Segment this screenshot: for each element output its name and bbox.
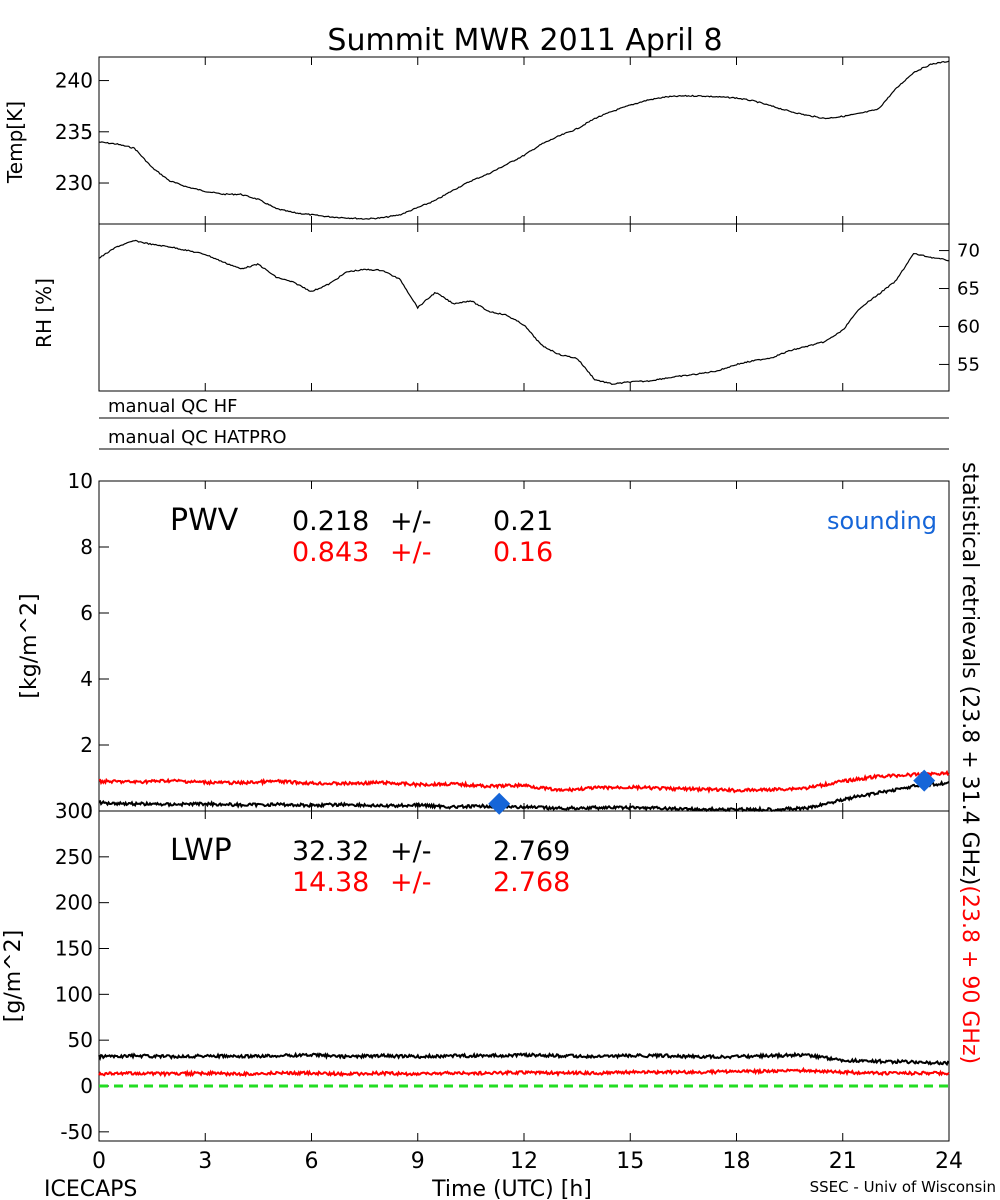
temperature-ylabel: Temp[K] — [3, 101, 27, 184]
rh-ylabel: RH [%] — [32, 278, 56, 348]
chart-marks: 230235240556065700246810-500501001502002… — [55, 57, 980, 1174]
lwp-red-pm: +/- — [390, 867, 431, 898]
pwv-ytick-label: 2 — [80, 733, 93, 757]
footer-center: Time (UTC) [h] — [431, 1177, 592, 1200]
pwv-red-mean: 0.843 — [292, 537, 369, 568]
pwv-ytick-label: 0 — [80, 799, 93, 823]
pwv-red-pm: +/- — [390, 537, 431, 568]
chart-title: Summit MWR 2011 April 8 — [327, 23, 722, 58]
lwp-ylabel: [g/m^2] — [1, 930, 26, 1022]
pwv-black-std: 0.21 — [493, 506, 553, 537]
lwp-title: LWP — [170, 833, 232, 868]
x-tick-label: 0 — [92, 1149, 106, 1174]
qc-hf-label: manual QC HF — [108, 396, 237, 417]
pwv-black-pm: +/- — [390, 506, 431, 537]
lwp-black-series-line — [98, 1051, 950, 1067]
relative-humidity-ytick-label: 70 — [957, 241, 980, 262]
pwv-stat-red: 0.843 +/- 0.16 — [292, 537, 553, 568]
pwv-red-series-line — [98, 769, 950, 794]
qc-hatpro-label: manual QC HATPRO — [108, 427, 287, 448]
x-tick-label: 24 — [935, 1149, 963, 1174]
temperature-ytick-label: 240 — [55, 69, 93, 93]
pwv-black-series-line — [98, 779, 950, 813]
lwp-ytick-label: -50 — [60, 1120, 93, 1144]
x-tick-label: 21 — [829, 1149, 857, 1174]
pwv-ytick-label: 4 — [80, 667, 93, 691]
lwp-black-pm: +/- — [390, 836, 431, 867]
lwp-black-mean: 32.32 — [292, 836, 369, 867]
right-label-black: statistical retrievals (23.8 + 31.4 GHz) — [957, 462, 982, 885]
footer-right: SSEC - Univ of Wisconsin — [810, 1178, 996, 1196]
lwp-stat-black: 32.32 +/- 2.769 — [292, 836, 570, 867]
temperature-ytick-label: 235 — [55, 120, 93, 144]
lwp-black-std: 2.769 — [493, 836, 570, 867]
sounding-marker — [488, 792, 511, 815]
lwp-ytick-label: 200 — [55, 891, 93, 915]
pwv-title: PWV — [170, 503, 239, 538]
lwp-ytick-label: 300 — [55, 799, 93, 823]
x-tick-label: 15 — [616, 1149, 644, 1174]
lwp-red-series-line — [98, 1066, 950, 1078]
x-tick-label: 3 — [198, 1149, 212, 1174]
pwv-black-mean: 0.218 — [292, 506, 369, 537]
relative-humidity-ytick-label: 55 — [957, 354, 980, 375]
lwp-red-mean: 14.38 — [292, 867, 369, 898]
x-tick-label: 18 — [723, 1149, 751, 1174]
x-tick-label: 6 — [305, 1149, 319, 1174]
pwv-ytick-label: 8 — [80, 535, 93, 559]
pwv-ytick-label: 10 — [68, 469, 93, 493]
temperature-black-series-line — [98, 60, 950, 220]
lwp-stat-red: 14.38 +/- 2.768 — [292, 867, 570, 898]
right-vertical-label: statistical retrievals (23.8 + 31.4 GHz)… — [957, 462, 982, 1064]
pwv-red-std: 0.16 — [493, 537, 553, 568]
pwv-ylabel: [kg/m^2] — [17, 593, 42, 698]
temperature-ytick-label: 230 — [55, 171, 93, 195]
sounding-legend: sounding — [827, 507, 937, 535]
footer-left: ICECAPS — [44, 1177, 137, 1200]
pwv-ytick-label: 6 — [80, 601, 93, 625]
lwp-ytick-label: 50 — [68, 1028, 93, 1052]
lwp-ytick-label: 250 — [55, 845, 93, 869]
x-tick-label: 12 — [510, 1149, 538, 1174]
temperature-panel-frame — [98, 56, 950, 225]
lwp-ytick-label: 0 — [80, 1074, 93, 1098]
pwv-stat-black: 0.218 +/- 0.21 — [292, 506, 553, 537]
sounding-marker — [913, 769, 936, 792]
right-label-red: (23.8 + 90 GHz) — [957, 885, 982, 1064]
relative-humidity-black-series-line — [98, 239, 950, 386]
lwp-red-std: 2.768 — [493, 867, 570, 898]
relative-humidity-ytick-label: 65 — [957, 279, 980, 300]
lwp-ytick-label: 150 — [55, 937, 93, 961]
x-tick-label: 9 — [411, 1149, 425, 1174]
relative-humidity-ytick-label: 60 — [957, 316, 980, 337]
lwp-ytick-label: 100 — [55, 982, 93, 1006]
rh-panel-frame — [98, 223, 950, 392]
